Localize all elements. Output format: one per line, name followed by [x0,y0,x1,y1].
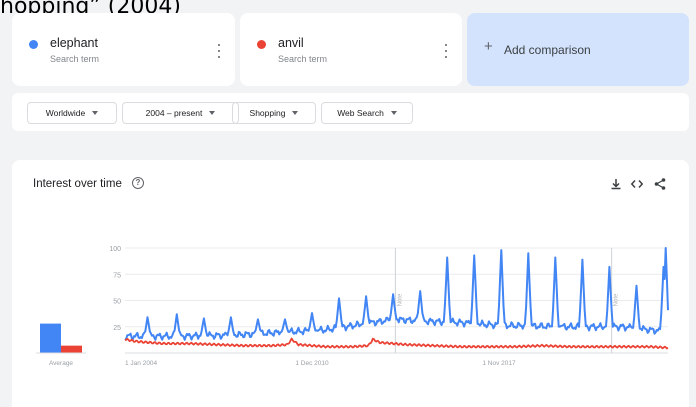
y-tick-label: 50 [113,299,121,306]
annotation-label: Note [397,293,403,306]
average-bar-elephant [40,323,61,353]
x-tick-label: 1 Nov 2017 [482,360,516,367]
dropdown-caret-icon [209,111,216,115]
add-comparison-button[interactable]: + Add comparison [467,13,689,86]
category-value: Shopping [249,108,286,118]
more-options-icon[interactable] [217,44,221,58]
help-icon[interactable]: ? [132,177,144,189]
dropdown-caret-icon [292,111,299,115]
panel-title: Interest over time [33,178,122,190]
term-subtitle: Search term [50,54,100,64]
add-comparison-label: Add comparison [504,43,591,57]
search-type-value: Web Search [337,108,384,118]
more-options-icon[interactable] [444,44,448,58]
embed-icon[interactable] [630,177,644,191]
y-tick-label: 25 [113,325,121,332]
region-value: Worldwide [45,108,86,118]
time-range-dropdown[interactable]: 2004 – present [122,102,239,124]
dropdown-caret-icon [92,111,99,115]
annotation-label: Note [614,293,620,306]
term-name[interactable]: anvil [278,36,304,50]
series-line-elephant [124,247,669,341]
y-tick-label: 100 [109,246,121,253]
share-icon[interactable] [653,177,667,191]
series-color-dot [257,40,266,49]
series-color-dot [29,40,38,49]
category-dropdown[interactable]: Shopping [232,102,316,124]
plus-icon: + [484,38,493,55]
region-dropdown[interactable]: Worldwide [27,102,117,124]
term-name[interactable]: elephant [50,36,98,50]
interest-chart: 25 50 75 100 1 Jan 2004 1 Dec 2010 1 Nov 2017 N… [36,246,669,367]
x-tick-label: 1 Dec 2010 [295,360,329,367]
average-label: Average [49,360,73,367]
search-type-dropdown[interactable]: Web Search [321,102,413,124]
time-range-value: 2004 – present [145,108,203,118]
term-card-elephant[interactable]: elephant Search term [12,13,235,86]
download-icon[interactable] [609,177,623,191]
series-line-anvil [124,337,669,350]
x-tick-label: 1 Jan 2004 [125,360,158,367]
y-tick-label: 75 [113,272,121,279]
dropdown-caret-icon [390,111,397,115]
filter-bar: Worldwide 2004 – present Shopping Web Se… [12,93,689,131]
interest-over-time-panel: Interest over time ? 25 50 75 100 1 Jan 2004… [12,160,689,407]
term-subtitle: Search term [278,54,328,64]
term-card-anvil[interactable]: anvil Search term [240,13,462,86]
average-bar-anvil [61,345,82,353]
